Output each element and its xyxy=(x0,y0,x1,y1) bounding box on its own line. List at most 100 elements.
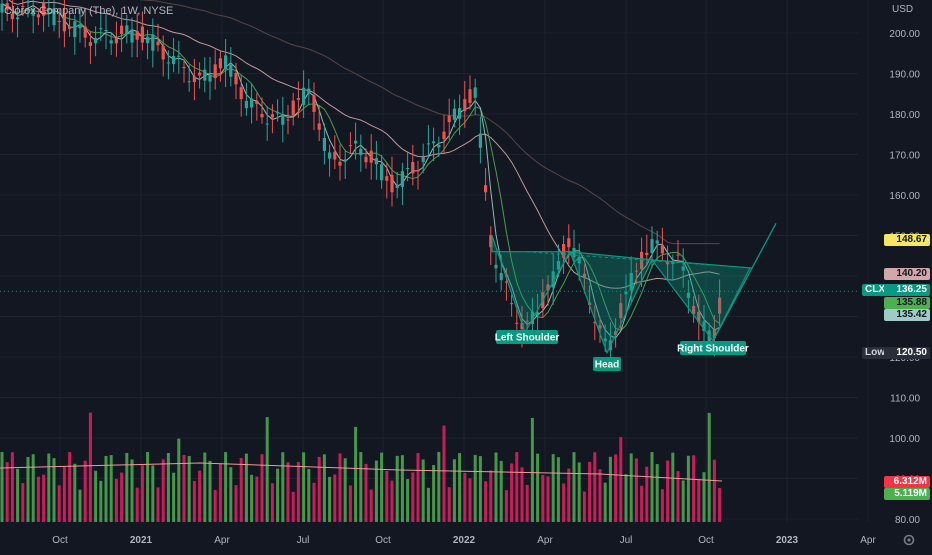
volume-bar xyxy=(541,475,545,522)
volume-bar xyxy=(281,452,285,522)
volume-bar xyxy=(447,487,451,522)
volume-bar xyxy=(437,452,441,522)
volume-bar xyxy=(83,460,87,522)
price-tick-label: 180.00 xyxy=(889,110,920,121)
low-label: 120.50 xyxy=(884,347,930,359)
candle-body xyxy=(192,76,196,83)
volume-bar xyxy=(239,458,243,522)
candle-body xyxy=(603,338,607,342)
price-tick-label: 100.00 xyxy=(889,434,920,445)
volume-bar xyxy=(577,462,581,522)
volume-bar xyxy=(640,485,644,522)
volume-bar xyxy=(681,480,685,522)
volume-bar xyxy=(556,457,560,522)
volume-bar xyxy=(468,478,472,522)
candle-body xyxy=(10,13,14,20)
candle-body xyxy=(406,168,410,170)
volume-bar xyxy=(244,453,248,522)
candle-body xyxy=(374,158,378,165)
candle-body xyxy=(676,254,680,256)
candle-body xyxy=(400,171,404,187)
ma-200-label: 148.67 xyxy=(884,234,930,246)
volume-bar xyxy=(530,417,534,522)
volume-bar xyxy=(359,452,363,522)
volume-bar xyxy=(328,476,332,522)
volume-bar xyxy=(104,455,108,522)
volume-bar xyxy=(260,454,264,522)
volume-bar xyxy=(10,452,14,522)
volume-bar xyxy=(161,459,165,522)
volume-bar xyxy=(166,453,170,522)
gear-icon[interactable] xyxy=(902,533,916,547)
volume-bar xyxy=(504,490,508,522)
volume-bar xyxy=(234,485,238,522)
candle-body xyxy=(78,24,82,29)
pattern-label: Left Shoulder xyxy=(495,330,560,344)
candle-body xyxy=(338,161,342,166)
candle-body xyxy=(16,17,20,20)
candle-body xyxy=(525,320,529,322)
candle-body xyxy=(250,98,254,108)
candle-body xyxy=(707,330,711,345)
volume-bar xyxy=(52,458,56,522)
volume-bar xyxy=(109,455,113,522)
candle-body xyxy=(73,21,77,38)
ma-50-label: 140.20 xyxy=(884,268,930,280)
pattern-label-text: Left Shoulder xyxy=(495,333,560,344)
candle-body xyxy=(624,291,628,295)
volume-bar xyxy=(692,455,696,522)
candle-body xyxy=(666,262,670,265)
volume-bar xyxy=(421,459,425,522)
volume-bar xyxy=(338,453,342,522)
candle-body xyxy=(146,36,150,44)
volume-bar xyxy=(582,491,586,522)
volume-bar xyxy=(510,463,514,522)
candle-body xyxy=(234,73,238,85)
volume-bar xyxy=(489,470,493,522)
volume-bar xyxy=(478,456,482,522)
volume-label: 6.312M xyxy=(884,476,930,488)
candle-body xyxy=(686,292,690,299)
volume-bar xyxy=(317,456,321,522)
candle-body xyxy=(697,312,701,323)
pattern-label-text: Right Shoulder xyxy=(677,344,749,355)
volume-bar xyxy=(686,455,690,522)
volume-bar xyxy=(192,481,196,522)
candle-body xyxy=(582,273,586,279)
volume-bar xyxy=(390,480,394,522)
candle-body xyxy=(390,174,394,193)
candle-body xyxy=(104,29,108,32)
volume-bar xyxy=(88,412,92,522)
volume-bar xyxy=(676,471,680,522)
candle-body xyxy=(109,40,113,44)
candle-body xyxy=(458,108,462,119)
time-tick-label: Jul xyxy=(620,535,633,546)
candle-body xyxy=(489,235,493,248)
volume-bar xyxy=(666,460,670,522)
candle-body xyxy=(395,186,399,189)
candle-body xyxy=(286,119,290,121)
candle-body xyxy=(198,72,202,76)
candle-body xyxy=(120,25,124,35)
time-tick-label: 2021 xyxy=(130,535,153,546)
volume-bar xyxy=(5,462,9,522)
candle-body xyxy=(671,262,675,265)
volume-bar xyxy=(426,487,430,522)
volume-bar xyxy=(650,452,654,522)
candle-body xyxy=(177,55,181,57)
ma-200-line xyxy=(139,0,720,245)
candle-body xyxy=(380,164,384,181)
volume-bar xyxy=(380,452,384,522)
volume-bar xyxy=(146,452,150,522)
time-tick-label: Apr xyxy=(537,535,553,546)
candle-body xyxy=(322,137,326,151)
candle-body xyxy=(270,114,274,118)
candle-body xyxy=(562,244,566,258)
volume-bar xyxy=(224,452,228,522)
candle-body xyxy=(130,29,134,43)
volume-bar xyxy=(99,480,103,522)
volume-bar xyxy=(265,417,269,522)
last-price-symbol: CLX xyxy=(862,284,886,296)
